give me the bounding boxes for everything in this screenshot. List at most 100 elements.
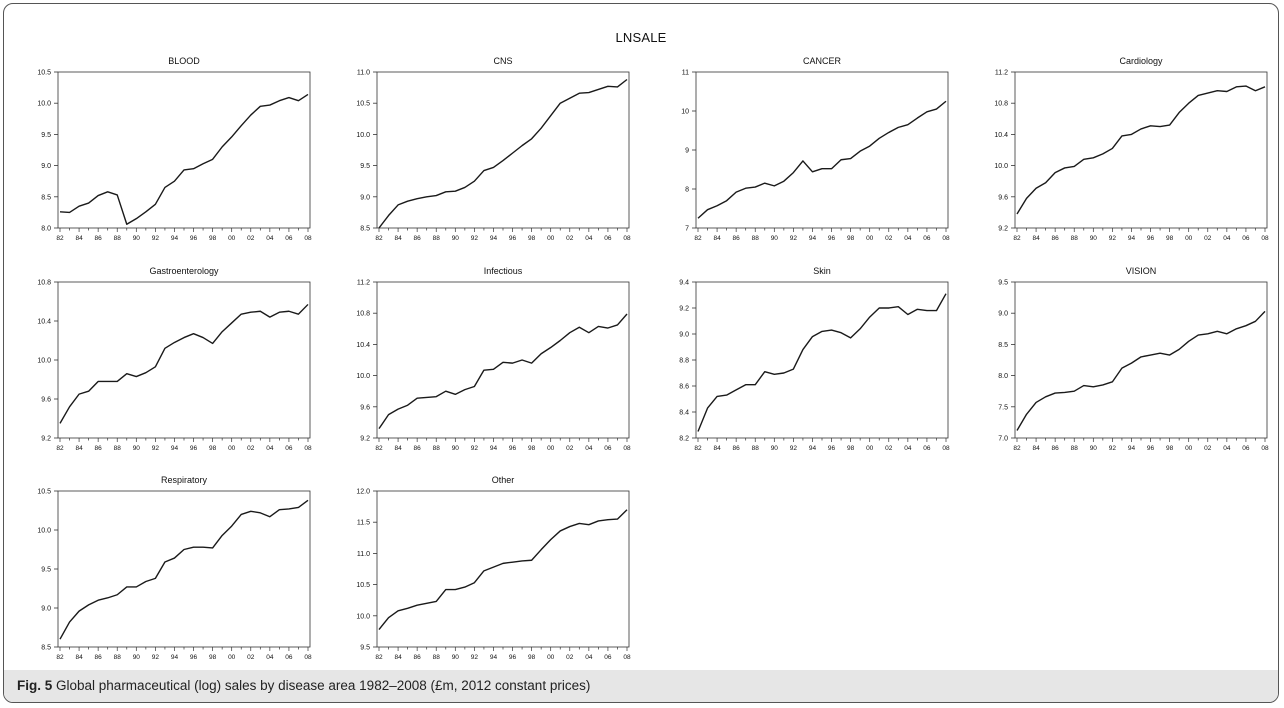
y-tick-label: 10.0 — [37, 528, 51, 535]
x-tick-label: 04 — [904, 235, 912, 242]
x-tick-label: 04 — [585, 445, 593, 452]
y-tick-label: 9.5 — [41, 567, 51, 574]
x-tick-label: 82 — [1013, 235, 1021, 242]
y-tick-label: 10 — [681, 109, 689, 116]
y-tick-label: 10.0 — [994, 163, 1008, 170]
x-tick-label: 00 — [547, 654, 555, 661]
panel-title: Cardiology — [1119, 56, 1163, 66]
plot-frame — [57, 281, 311, 439]
x-tick-label: 84 — [394, 235, 402, 242]
y-tick-label: 10.8 — [994, 101, 1008, 108]
x-tick-label: 92 — [1109, 445, 1117, 452]
plot-frame — [57, 71, 311, 229]
x-tick-label: 86 — [733, 235, 741, 242]
x-tick-label: 04 — [266, 235, 274, 242]
plot-frame — [376, 71, 630, 229]
x-tick-label: 02 — [247, 235, 255, 242]
y-tick-label: 7.0 — [998, 436, 1008, 443]
x-tick-label: 94 — [171, 445, 179, 452]
x-tick-label: 02 — [566, 235, 574, 242]
x-tick-label: 06 — [1242, 235, 1250, 242]
x-tick-label: 04 — [1223, 235, 1231, 242]
x-tick-label: 86 — [414, 654, 422, 661]
x-tick-label: 02 — [1204, 445, 1212, 452]
x-tick-label: 08 — [1261, 445, 1269, 452]
x-tick-label: 96 — [509, 654, 517, 661]
x-tick-label: 06 — [1242, 445, 1250, 452]
x-tick-label: 90 — [133, 445, 141, 452]
x-tick-label: 96 — [190, 654, 198, 661]
y-tick-label: 8.5 — [360, 226, 370, 233]
x-tick-label: 90 — [1090, 445, 1098, 452]
x-tick-label: 94 — [1128, 235, 1136, 242]
x-tick-label: 90 — [452, 445, 460, 452]
y-tick-label: 9.2 — [41, 436, 51, 443]
x-tick-label: 84 — [713, 235, 721, 242]
x-tick-label: 98 — [847, 445, 855, 452]
caption-label: Fig. 5 — [17, 678, 53, 693]
x-tick-label: 02 — [566, 654, 574, 661]
x-tick-label: 82 — [375, 445, 383, 452]
panel-title: Skin — [813, 266, 831, 276]
x-tick-label: 98 — [1166, 445, 1174, 452]
y-tick-label: 9.6 — [360, 404, 370, 411]
x-tick-label: 94 — [809, 445, 817, 452]
x-tick-label: 86 — [95, 654, 103, 661]
series-line — [697, 100, 947, 219]
x-tick-label: 90 — [1090, 235, 1098, 242]
x-tick-label: 88 — [433, 654, 441, 661]
x-tick-label: 84 — [713, 445, 721, 452]
y-tick-label: 8.6 — [679, 384, 689, 391]
y-tick-label: 10.4 — [994, 132, 1008, 139]
x-tick-label: 84 — [75, 445, 83, 452]
figure-supertitle: LNSALE — [615, 30, 667, 45]
x-tick-label: 08 — [623, 235, 631, 242]
y-tick-label: 8.5 — [998, 342, 1008, 349]
x-tick-label: 04 — [1223, 445, 1231, 452]
x-tick-label: 00 — [228, 445, 236, 452]
x-tick-label: 98 — [528, 654, 536, 661]
x-tick-label: 90 — [771, 445, 779, 452]
x-tick-label: 08 — [623, 654, 631, 661]
panel-title: Gastroenterology — [149, 266, 219, 276]
x-tick-label: 88 — [752, 445, 760, 452]
x-tick-label: 94 — [1128, 445, 1136, 452]
x-tick-label: 82 — [56, 235, 64, 242]
x-tick-label: 08 — [942, 235, 950, 242]
x-tick-label: 08 — [304, 654, 312, 661]
figure-frame: LNSALE Fig. 5 Global pharmaceutical (log… — [3, 3, 1279, 703]
x-tick-label: 84 — [1032, 445, 1040, 452]
x-tick-label: 94 — [490, 445, 498, 452]
x-tick-label: 92 — [152, 654, 160, 661]
x-tick-label: 92 — [790, 445, 798, 452]
y-tick-label: 11.5 — [357, 520, 370, 527]
x-tick-label: 92 — [152, 445, 160, 452]
y-tick-label: 9.5 — [360, 163, 370, 170]
y-tick-label: 9.4 — [679, 280, 689, 287]
y-tick-label: 7.5 — [998, 404, 1008, 411]
y-tick-label: 11.2 — [357, 280, 370, 287]
x-tick-label: 98 — [847, 235, 855, 242]
x-tick-label: 96 — [828, 235, 836, 242]
plot-frame — [1014, 281, 1268, 439]
x-tick-label: 84 — [1032, 235, 1040, 242]
y-tick-label: 9.2 — [360, 436, 370, 443]
x-tick-label: 82 — [56, 654, 64, 661]
x-tick-label: 84 — [394, 445, 402, 452]
series-line — [378, 509, 628, 630]
x-tick-label: 98 — [209, 445, 217, 452]
x-tick-label: 06 — [285, 654, 293, 661]
x-tick-label: 98 — [528, 235, 536, 242]
x-tick-label: 90 — [771, 235, 779, 242]
x-tick-label: 86 — [1052, 235, 1060, 242]
x-tick-label: 08 — [304, 235, 312, 242]
x-tick-label: 94 — [171, 235, 179, 242]
x-tick-label: 02 — [566, 445, 574, 452]
x-tick-label: 86 — [414, 235, 422, 242]
x-tick-label: 96 — [509, 235, 517, 242]
plot-frame — [376, 281, 630, 439]
x-tick-label: 00 — [547, 445, 555, 452]
series-line — [59, 499, 309, 640]
y-tick-label: 10.5 — [356, 582, 370, 589]
